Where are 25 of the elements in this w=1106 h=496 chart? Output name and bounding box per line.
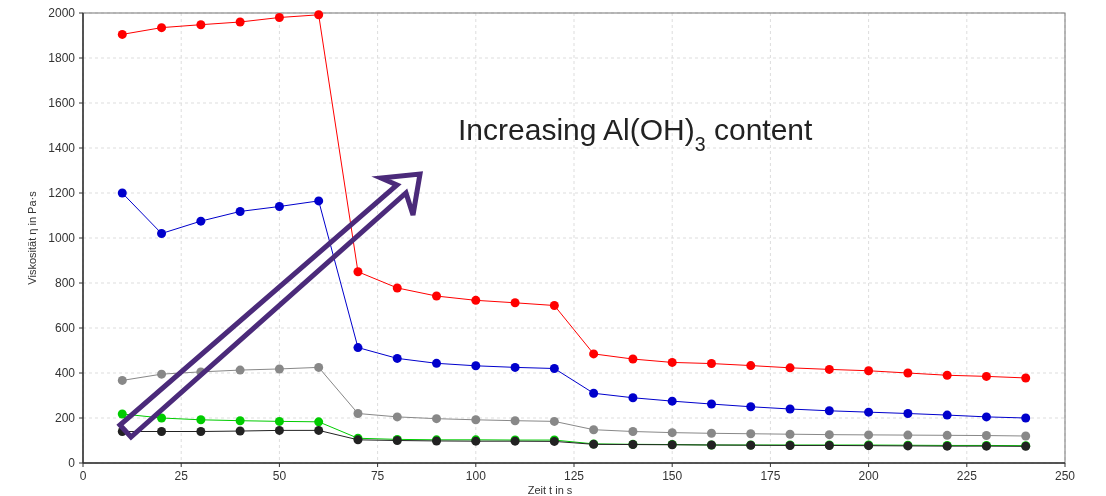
x-tick-label: 25 <box>174 469 189 483</box>
y-tick-label: 800 <box>54 276 76 290</box>
x-tick-label: 100 <box>465 469 487 483</box>
x-tick-label: 75 <box>370 469 385 483</box>
y-axis-title: Viskosität η in Pa·s <box>26 190 38 285</box>
y-tick-label: 1200 <box>48 186 76 200</box>
x-tick-label: 50 <box>272 469 287 483</box>
x-axis-title: Zeit t in s <box>527 484 573 496</box>
x-tick-label: 250 <box>1054 469 1076 483</box>
y-tick-label: 1400 <box>48 141 76 155</box>
x-tick-label: 150 <box>662 469 683 483</box>
y-tick-label: 1000 <box>48 231 76 245</box>
annotation: Increasing Al(OH)$_{3}$ content <box>458 113 814 155</box>
y-tick-label: 200 <box>54 411 76 425</box>
x-tick-label: 125 <box>563 469 585 483</box>
y-tick-label: 600 <box>54 321 76 335</box>
x-tick-label: 200 <box>858 469 879 483</box>
y-tick-label: 400 <box>54 366 76 380</box>
x-tick-label: 225 <box>956 469 978 483</box>
x-tick-label: 0 <box>79 469 87 483</box>
y-tick-label: 2000 <box>48 6 76 20</box>
x-tick-label: 175 <box>760 469 781 483</box>
y-tick-label: 0 <box>68 456 76 470</box>
y-tick-label: 1800 <box>48 51 76 65</box>
y-tick-label: 1600 <box>48 96 76 110</box>
